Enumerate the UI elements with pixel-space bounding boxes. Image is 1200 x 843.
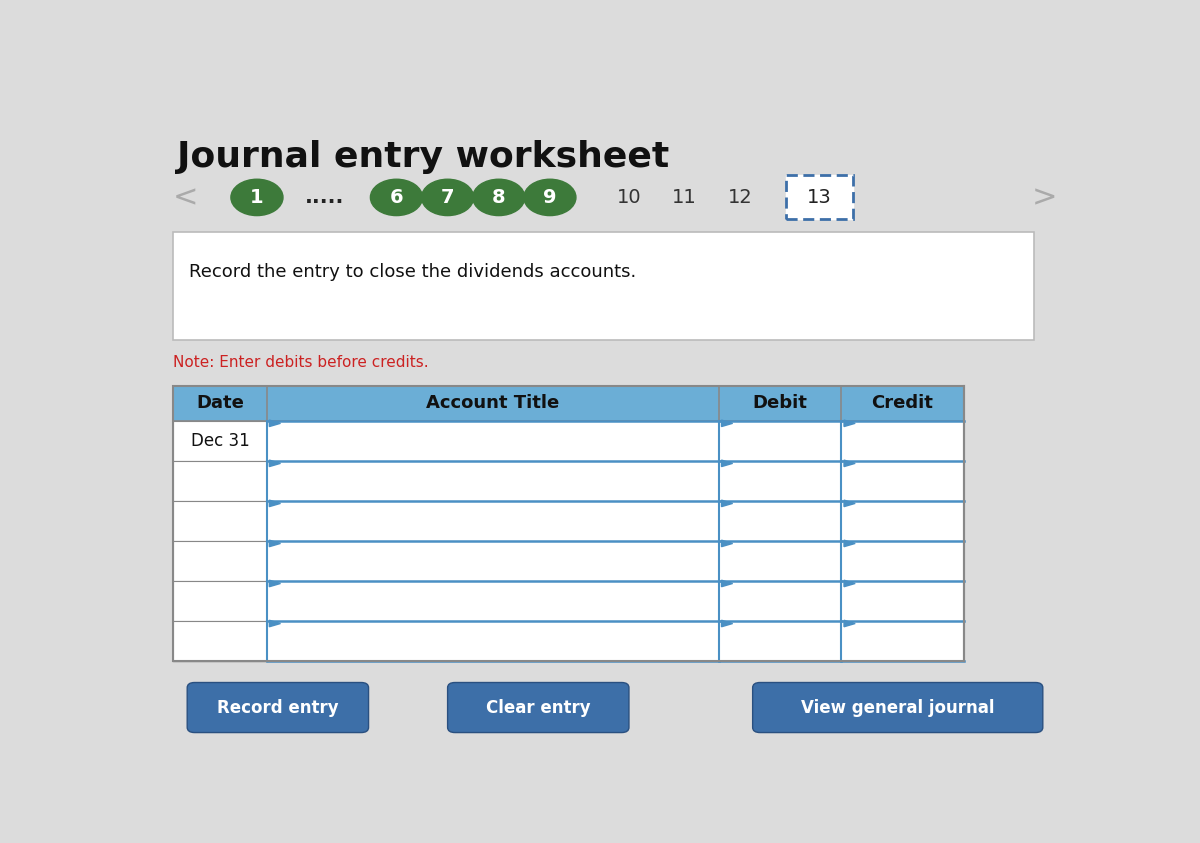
Bar [173,541,266,581]
Polygon shape [721,580,733,587]
Text: Dec 31: Dec 31 [191,432,250,449]
Text: Date: Date [196,395,244,412]
Text: 1: 1 [250,188,264,207]
Bar [173,386,964,421]
Polygon shape [844,540,856,546]
Bar [786,175,853,219]
Bar [719,461,841,501]
Bar [719,581,841,621]
Polygon shape [721,460,733,466]
Text: 13: 13 [808,188,832,207]
Text: 12: 12 [728,188,752,207]
Circle shape [421,180,474,216]
Bar [841,541,964,581]
Bar [786,175,853,219]
Text: 11: 11 [672,188,697,207]
Polygon shape [721,420,733,427]
Polygon shape [721,620,733,626]
Polygon shape [721,540,733,546]
Text: .....: ..... [305,187,344,207]
Polygon shape [269,580,281,587]
Bar [719,421,841,461]
Bar [173,501,266,541]
Bar [173,386,964,661]
FancyBboxPatch shape [187,683,368,733]
Text: Journal entry worksheet: Journal entry worksheet [178,140,670,174]
Bar [266,461,719,501]
Bar [841,501,964,541]
Text: >: > [1032,183,1057,212]
Polygon shape [844,620,856,626]
Polygon shape [269,460,281,466]
Text: 8: 8 [492,188,505,207]
Circle shape [371,180,422,216]
Text: Record the entry to close the dividends accounts.: Record the entry to close the dividends … [188,263,636,281]
Bar [266,541,719,581]
Text: Debit: Debit [752,395,808,412]
Polygon shape [844,460,856,466]
Text: 7: 7 [440,188,455,207]
Text: 10: 10 [617,188,641,207]
Bar [173,421,266,461]
Text: 6: 6 [390,188,403,207]
Bar [266,501,719,541]
Text: <: < [173,183,198,212]
Text: Clear entry: Clear entry [486,699,590,717]
Bar [173,581,266,621]
Polygon shape [721,500,733,507]
Polygon shape [269,540,281,546]
Text: Record entry: Record entry [217,699,338,717]
Polygon shape [844,420,856,427]
Circle shape [230,180,283,216]
Bar [841,421,964,461]
FancyBboxPatch shape [448,683,629,733]
Bar [266,621,719,661]
Circle shape [473,180,524,216]
Bar [266,581,719,621]
Bar [841,621,964,661]
Polygon shape [844,500,856,507]
FancyBboxPatch shape [752,683,1043,733]
Bar [173,621,266,661]
Polygon shape [269,500,281,507]
Polygon shape [269,620,281,626]
Polygon shape [269,420,281,427]
Text: View general journal: View general journal [800,699,995,717]
Bar [841,461,964,501]
Text: 9: 9 [544,188,557,207]
Bar [719,501,841,541]
Circle shape [524,180,576,216]
Text: Account Title: Account Title [426,395,559,412]
Bar [173,461,266,501]
Bar [173,232,1033,340]
Polygon shape [844,580,856,587]
Text: Note: Enter debits before credits.: Note: Enter debits before credits. [173,355,428,370]
Bar [266,421,719,461]
Bar [719,621,841,661]
Bar [841,581,964,621]
Text: Credit: Credit [871,395,934,412]
Bar [719,541,841,581]
